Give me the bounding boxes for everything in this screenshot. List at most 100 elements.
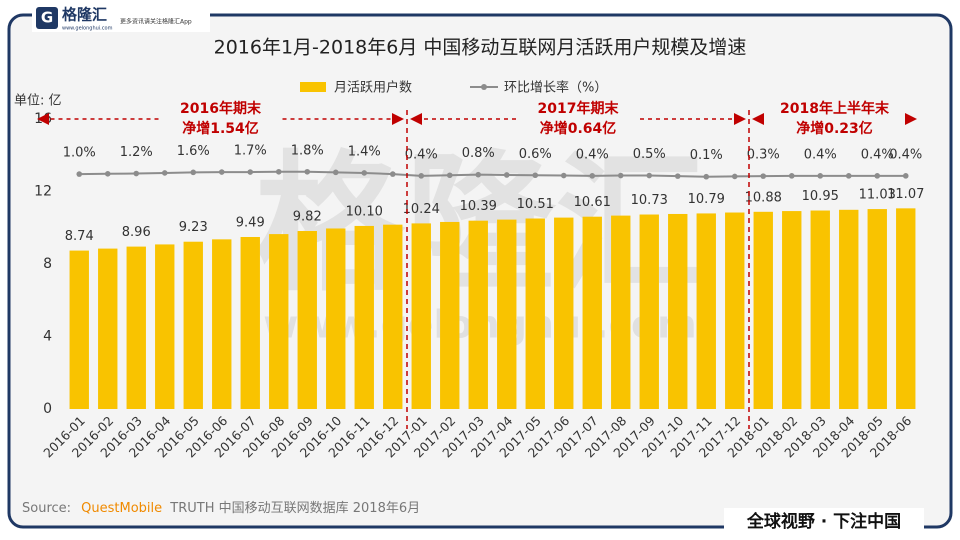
line-marker bbox=[133, 170, 140, 177]
legend-marker bbox=[481, 84, 487, 90]
bar bbox=[611, 215, 631, 409]
bar bbox=[896, 208, 916, 409]
line bbox=[79, 170, 906, 178]
bar bbox=[753, 211, 773, 409]
bar bbox=[639, 214, 659, 409]
bar-value-label: 10.73 bbox=[631, 193, 668, 208]
bar-value-label: 9.23 bbox=[179, 220, 208, 235]
line-marker bbox=[902, 173, 909, 179]
footer-bg bbox=[724, 508, 924, 536]
line-marker bbox=[674, 173, 681, 179]
line-marker bbox=[731, 173, 738, 180]
line-value-label: 1.6% bbox=[177, 144, 210, 159]
bar-value-label: 10.51 bbox=[517, 197, 554, 212]
bar bbox=[582, 216, 602, 409]
annotation: 2016年期末 bbox=[180, 100, 262, 117]
bar bbox=[183, 241, 203, 409]
y-tick-label: 0 bbox=[43, 401, 52, 417]
line-marker bbox=[503, 172, 510, 178]
line-marker bbox=[418, 173, 425, 179]
annotation: 净增1.54亿 bbox=[182, 120, 259, 137]
line-value-label: 1.0% bbox=[63, 146, 96, 161]
line-marker bbox=[703, 173, 710, 180]
bar bbox=[782, 211, 802, 409]
bar bbox=[525, 218, 545, 409]
line-marker bbox=[104, 171, 111, 177]
legend-label: 月活跃用户数 bbox=[334, 80, 412, 96]
line-value-label: 0.6% bbox=[519, 147, 552, 162]
logo-icon bbox=[36, 7, 58, 29]
annotation: 净增0.64亿 bbox=[540, 120, 617, 137]
bar bbox=[383, 224, 403, 409]
bar bbox=[867, 209, 887, 409]
annotation: 净增0.23亿 bbox=[796, 120, 873, 137]
line-marker bbox=[361, 170, 368, 176]
bar bbox=[497, 219, 517, 409]
chart-title: 2016年1月-2018年6月 中国移动互联网月活跃用户规模及增速 bbox=[214, 37, 747, 59]
bar-value-label: 9.82 bbox=[293, 210, 322, 225]
line-value-label: 0.4% bbox=[889, 147, 922, 162]
bar bbox=[212, 239, 232, 409]
source-brand: QuestMobile bbox=[81, 501, 162, 516]
line-marker bbox=[589, 173, 596, 179]
source-text: TRUTH 中国移动互联网数据库 2018年6月 bbox=[169, 500, 420, 516]
logo-bg bbox=[32, 4, 210, 32]
bar-value-label: 10.39 bbox=[460, 199, 497, 214]
bar bbox=[126, 246, 146, 409]
line-marker bbox=[332, 169, 339, 176]
line-marker bbox=[532, 172, 539, 179]
source: Source: QuestMobile TRUTH 中国移动互联网数据库 201… bbox=[22, 500, 420, 516]
bar-value-label: 10.95 bbox=[802, 189, 839, 204]
line-value-label: 0.3% bbox=[747, 148, 780, 163]
line-marker bbox=[817, 173, 824, 179]
line-marker bbox=[617, 172, 624, 179]
line-marker bbox=[874, 173, 881, 179]
bar bbox=[411, 223, 431, 409]
bar bbox=[240, 236, 260, 409]
bar-value-label: 11.07 bbox=[887, 187, 924, 202]
footer: 全球视野 · 下注中国 bbox=[746, 511, 901, 532]
line-value-label: 0.1% bbox=[690, 148, 723, 163]
annotation: 2018年上半年末 bbox=[780, 100, 890, 117]
tagline: 更多资讯请关注格隆汇App bbox=[120, 18, 192, 26]
bar bbox=[440, 221, 460, 409]
bar bbox=[725, 212, 745, 409]
line-value-label: 1.2% bbox=[120, 145, 153, 160]
bar bbox=[354, 225, 374, 409]
logo-icon-letter: G bbox=[41, 9, 53, 27]
line-marker bbox=[190, 169, 197, 176]
legend-label: 环比增长率（%） bbox=[504, 80, 607, 96]
unit-label: 单位: 亿 bbox=[14, 94, 62, 109]
bar-value-label: 10.10 bbox=[346, 204, 383, 219]
line-value-label: 0.4% bbox=[861, 147, 894, 162]
line-marker bbox=[218, 169, 225, 175]
bar bbox=[554, 217, 574, 409]
logo: 格隆汇 bbox=[62, 6, 107, 24]
bar bbox=[269, 234, 289, 409]
bar-value-label: 9.49 bbox=[236, 215, 265, 230]
line-value-label: 1.7% bbox=[234, 144, 267, 159]
line-marker bbox=[788, 173, 795, 179]
line-value-label: 0.8% bbox=[462, 146, 495, 161]
bar-value-label: 8.96 bbox=[122, 225, 151, 240]
bar bbox=[155, 244, 175, 409]
bar bbox=[98, 248, 118, 409]
bar bbox=[668, 213, 688, 409]
annotation: 2017年期末 bbox=[538, 100, 620, 117]
bar-value-label: 10.61 bbox=[574, 195, 611, 210]
line-marker bbox=[646, 172, 653, 179]
line-value-label: 0.4% bbox=[576, 147, 609, 162]
line-marker bbox=[845, 173, 852, 179]
bar bbox=[468, 220, 488, 409]
bar-value-label: 10.24 bbox=[403, 202, 440, 217]
bar-value-label: 10.88 bbox=[745, 190, 782, 205]
line-value-label: 1.8% bbox=[291, 143, 324, 158]
bar-value-label: 10.79 bbox=[688, 192, 725, 207]
line-value-label: 0.4% bbox=[804, 147, 837, 162]
legend-swatch bbox=[300, 82, 326, 92]
y-tick-label: 4 bbox=[43, 329, 52, 345]
line-marker bbox=[76, 171, 83, 177]
line-value-label: 0.4% bbox=[405, 147, 438, 162]
line-marker bbox=[304, 168, 311, 175]
